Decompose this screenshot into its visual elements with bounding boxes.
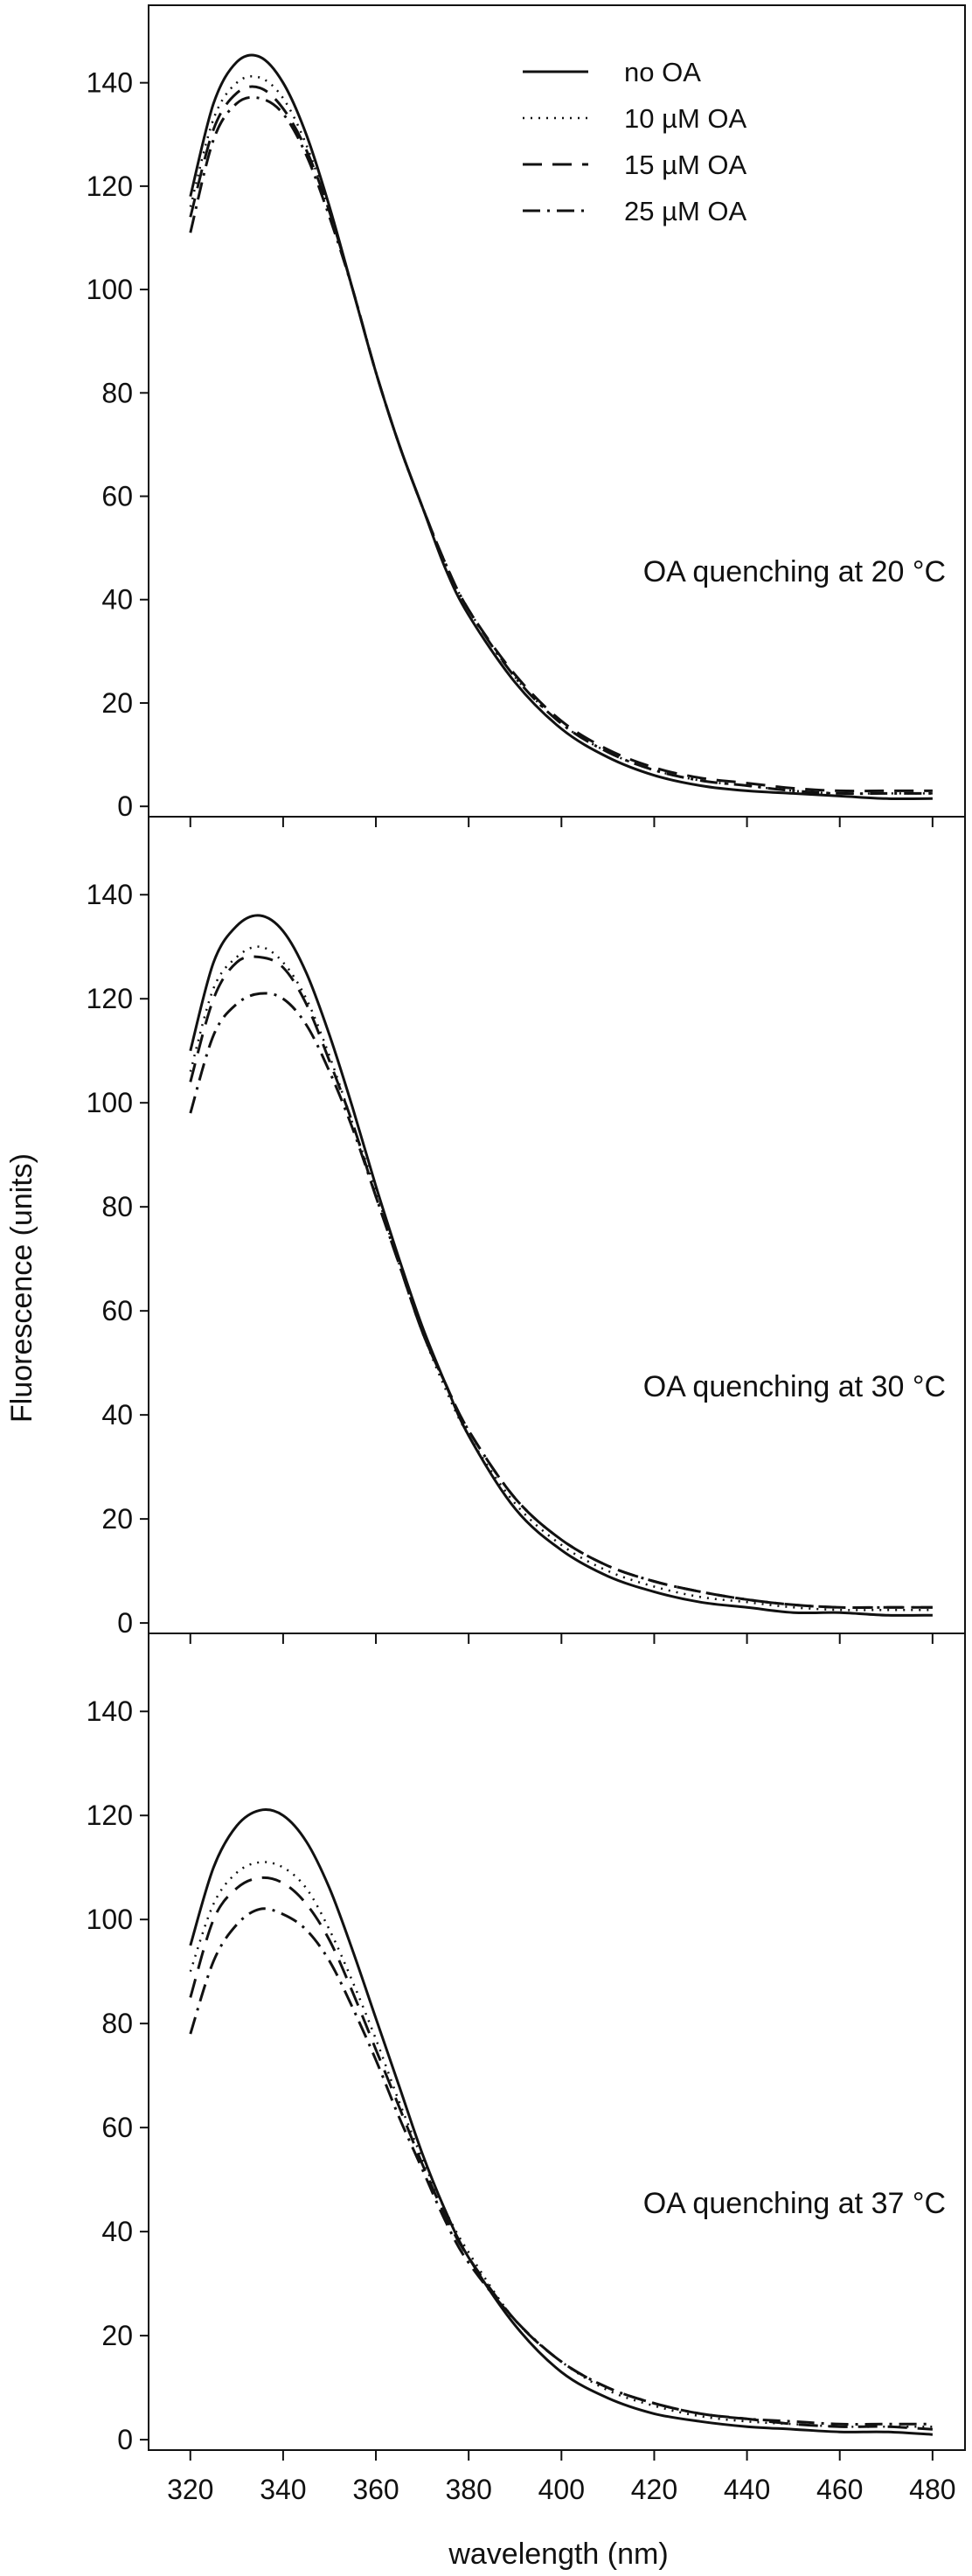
- y-tick-label: 60: [101, 481, 133, 512]
- legend-label-4: 25 µM OA: [624, 196, 747, 226]
- plot-frame: [148, 1633, 966, 2451]
- y-tick-label: 120: [87, 1800, 133, 1831]
- series-line-3: [189, 955, 933, 1610]
- x-tick-label: 460: [816, 2474, 863, 2505]
- plot-frame: [148, 816, 966, 1634]
- series-line-1: [189, 914, 933, 1617]
- series-line-2: [189, 945, 933, 1612]
- x-tick-label: 320: [167, 2474, 213, 2505]
- series-line-2: [189, 1861, 933, 2428]
- series-line-1: [189, 1808, 933, 2436]
- x-axis-title: wavelength (nm): [448, 2538, 668, 2571]
- series-line-1: [189, 53, 933, 801]
- chart-panels: 0 20 40 60 80 100 120 140 OA quenching at 20 °C n…: [87, 4, 966, 2505]
- y-axis-title: Fluorescence (units): [5, 1153, 38, 1423]
- series-line-3: [189, 1876, 933, 2431]
- y-tick-label: 140: [87, 67, 133, 99]
- legend-label-2: 10 µM OA: [624, 103, 747, 134]
- chart-panel-3: 0 20 40 60 80 100 120 140 320 340 360 380 400 420 440 4…: [87, 1633, 966, 2505]
- legend: no OA 10 µM OA 15 µM OA 25 µM OA: [523, 57, 747, 226]
- y-tick-label: 100: [87, 274, 133, 305]
- y-tick-label: 80: [101, 1191, 133, 1222]
- y-tick-label: 0: [117, 2424, 133, 2455]
- series-line-2: [189, 75, 933, 795]
- series-line-3: [189, 85, 933, 793]
- y-tick-label: 0: [117, 1607, 133, 1639]
- plot-frame: [148, 4, 966, 818]
- y-tick-label: 100: [87, 1904, 133, 1935]
- y-tick-label: 140: [87, 1695, 133, 1727]
- y-tick-label: 40: [101, 2216, 133, 2247]
- y-tick-label: 20: [101, 1503, 133, 1535]
- y-tick-label: 120: [87, 171, 133, 202]
- x-tick-label: 480: [909, 2474, 955, 2505]
- y-tick-label: 100: [87, 1087, 133, 1118]
- x-tick-label: 380: [445, 2474, 491, 2505]
- y-tick-label: 140: [87, 879, 133, 910]
- panel-annotation: OA quenching at 37 °C: [643, 2187, 946, 2220]
- x-tick-label: 420: [631, 2474, 677, 2505]
- series-line-4: [189, 1907, 933, 2426]
- x-tick-label: 440: [724, 2474, 770, 2505]
- legend-label-1: no OA: [624, 57, 701, 87]
- y-tick-label: 40: [101, 584, 133, 616]
- chart-panel-2: 0 20 40 60 80 100 120 140 OA quenching at 30 °C: [87, 816, 966, 1644]
- y-tick-label: 80: [101, 2008, 133, 2039]
- y-tick-label: 80: [101, 377, 133, 408]
- y-tick-label: 0: [117, 790, 133, 822]
- panel-annotation: OA quenching at 30 °C: [643, 1370, 946, 1403]
- legend-label-3: 15 µM OA: [624, 150, 747, 180]
- x-tick-label: 340: [260, 2474, 306, 2505]
- y-tick-label: 60: [101, 2112, 133, 2143]
- panel-annotation: OA quenching at 20 °C: [643, 555, 946, 588]
- x-tick-label: 400: [538, 2474, 585, 2505]
- series-line-4: [189, 95, 933, 796]
- y-tick-label: 60: [101, 1295, 133, 1326]
- y-tick-label: 20: [101, 687, 133, 719]
- x-tick-label: 360: [352, 2474, 399, 2505]
- series-line-4: [189, 992, 933, 1610]
- y-tick-label: 20: [101, 2320, 133, 2351]
- chart-panel-1: 0 20 40 60 80 100 120 140 OA quenching at 20 °C n…: [87, 4, 966, 827]
- y-tick-label: 120: [87, 983, 133, 1014]
- y-tick-label: 40: [101, 1399, 133, 1431]
